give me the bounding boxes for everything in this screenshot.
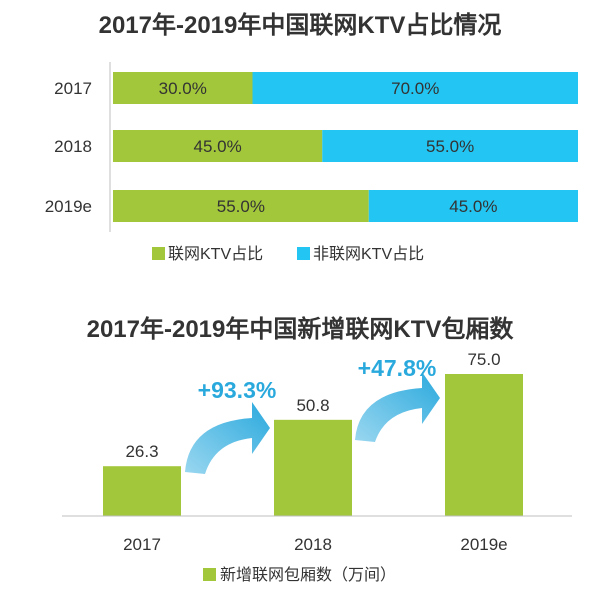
rooms-bar-value: 75.0 (467, 350, 500, 369)
growth-label: +93.3% (198, 377, 277, 403)
rooms-chart-legend: 新增联网包厢数（万间） (203, 566, 396, 584)
bar-value-label: 55.0% (426, 137, 474, 156)
growth-arrow-icon (355, 372, 440, 442)
rooms-category-label: 2017 (123, 535, 161, 554)
category-label: 2018 (54, 137, 92, 156)
bar-connected (113, 130, 323, 162)
legend-label-not-connected: 非联网KTV占比 (313, 245, 424, 263)
rooms-chart: 2017年-2019年中国新增联网KTV包厢数 +93.3% +47.8% 26.… (62, 315, 572, 584)
legend-label-connected: 联网KTV占比 (168, 245, 263, 263)
bar-value-label: 55.0% (217, 197, 265, 216)
growth-arrows: +93.3% +47.8% (185, 355, 440, 474)
share-chart-title: 2017年-2019年中国联网KTV占比情况 (99, 11, 502, 39)
bar-not-connected (368, 190, 578, 222)
bar-not-connected (252, 72, 578, 104)
category-label: 2019e (45, 197, 92, 216)
bar-connected (113, 190, 369, 222)
rooms-chart-bars: 26.3 2017 50.8 2018 75.0 2019e (103, 350, 523, 554)
bar-value-label: 45.0% (449, 197, 497, 216)
rooms-bar-value: 26.3 (125, 442, 158, 461)
bar-value-label: 45.0% (194, 137, 242, 156)
legend-swatch-not-connected (297, 247, 310, 260)
rooms-bar-value: 50.8 (296, 396, 329, 415)
share-chart-legend: 联网KTV占比 非联网KTV占比 (152, 245, 424, 263)
share-chart-bars: 2017 30.0% 70.0% 2018 45.0% 55.0% 2019e 55.0% 45… (45, 72, 578, 222)
rooms-bar (445, 374, 523, 516)
bar-connected (113, 72, 253, 104)
growth-arrow-icon (185, 402, 270, 474)
share-chart: 2017年-2019年中国联网KTV占比情况 2017 30.0% 70.0%201… (45, 11, 578, 263)
legend-label-rooms: 新增联网包厢数（万间） (220, 566, 396, 584)
rooms-chart-title: 2017年-2019年中国新增联网KTV包厢数 (87, 315, 515, 343)
rooms-category-label: 2019e (460, 535, 507, 554)
category-label: 2017 (54, 79, 92, 98)
legend-swatch-rooms (203, 568, 216, 581)
bar-value-label: 70.0% (391, 79, 439, 98)
bar-not-connected (322, 130, 578, 162)
rooms-bar (274, 419, 352, 516)
bar-value-label: 30.0% (159, 79, 207, 98)
legend-swatch-connected (152, 247, 165, 260)
growth-label: +47.8% (358, 355, 437, 381)
rooms-bar (103, 466, 181, 516)
rooms-category-label: 2018 (294, 535, 332, 554)
